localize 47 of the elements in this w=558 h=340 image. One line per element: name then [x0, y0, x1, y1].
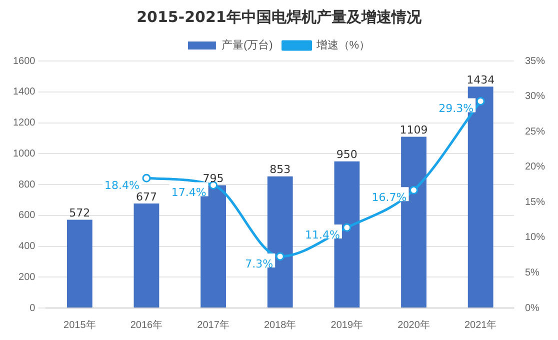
y2-tick-label: 25% — [524, 126, 546, 138]
y2-tick-label: 15% — [524, 196, 546, 208]
point — [410, 186, 418, 194]
y2-tick-label: 30% — [524, 91, 546, 102]
point — [342, 223, 352, 232]
y-tick-label: 400 — [18, 241, 36, 252]
y2-tick-label: 5% — [524, 267, 540, 278]
y2-tick-label: 10% — [524, 232, 546, 244]
bar — [66, 220, 92, 308]
x-tick-label: 2016年 — [130, 318, 163, 331]
bar — [134, 203, 160, 308]
legend-label: 增速（%） — [315, 38, 370, 52]
y-tick-label: 1000 — [12, 148, 36, 160]
data-label: 7.3% — [245, 257, 274, 270]
y2-tick-label: 35% — [524, 56, 546, 67]
data-label: 29.3% — [438, 102, 474, 116]
y-tick-label: 800 — [18, 179, 36, 190]
y2-tick-label: 20% — [524, 162, 546, 173]
y-tick-label: 600 — [18, 210, 36, 222]
data-label: 16.7% — [372, 191, 407, 204]
y-tick-label: 200 — [18, 272, 36, 283]
data-label: 1109 — [400, 124, 428, 137]
data-label: 1434 — [466, 73, 495, 86]
x-tick-label: 2015年 — [64, 318, 96, 331]
legend-label: 产量(万台) — [221, 38, 273, 52]
y-tick-label: 1400 — [12, 86, 36, 98]
x-tick-label: 2021年 — [464, 318, 497, 331]
point — [276, 252, 284, 261]
y-tick-label: 1200 — [12, 118, 36, 128]
point — [142, 174, 151, 182]
data-label: 17.4% — [171, 186, 206, 200]
x-tick-label: 2018年 — [264, 318, 296, 331]
y2-tick-label: 0% — [524, 302, 540, 314]
data-label: 677 — [136, 190, 157, 204]
data-label: 572 — [69, 206, 90, 220]
data-label: 11.4% — [304, 228, 340, 242]
data-label: 795 — [202, 172, 224, 186]
data-label: 950 — [336, 148, 358, 162]
x-tick-label: 2017年 — [197, 318, 230, 331]
data-label: 18.4% — [104, 179, 140, 192]
data-label: 853 — [270, 163, 291, 176]
x-tick-label: 2019年 — [330, 318, 364, 331]
y-tick-label: 0 — [30, 302, 36, 314]
point — [476, 96, 485, 106]
x-tick-label: 2020年 — [398, 318, 430, 331]
chart-title: 2015-2021年中国电焊机产量及增速情况 — [136, 7, 422, 28]
y-tick-label: 1600 — [12, 56, 36, 67]
